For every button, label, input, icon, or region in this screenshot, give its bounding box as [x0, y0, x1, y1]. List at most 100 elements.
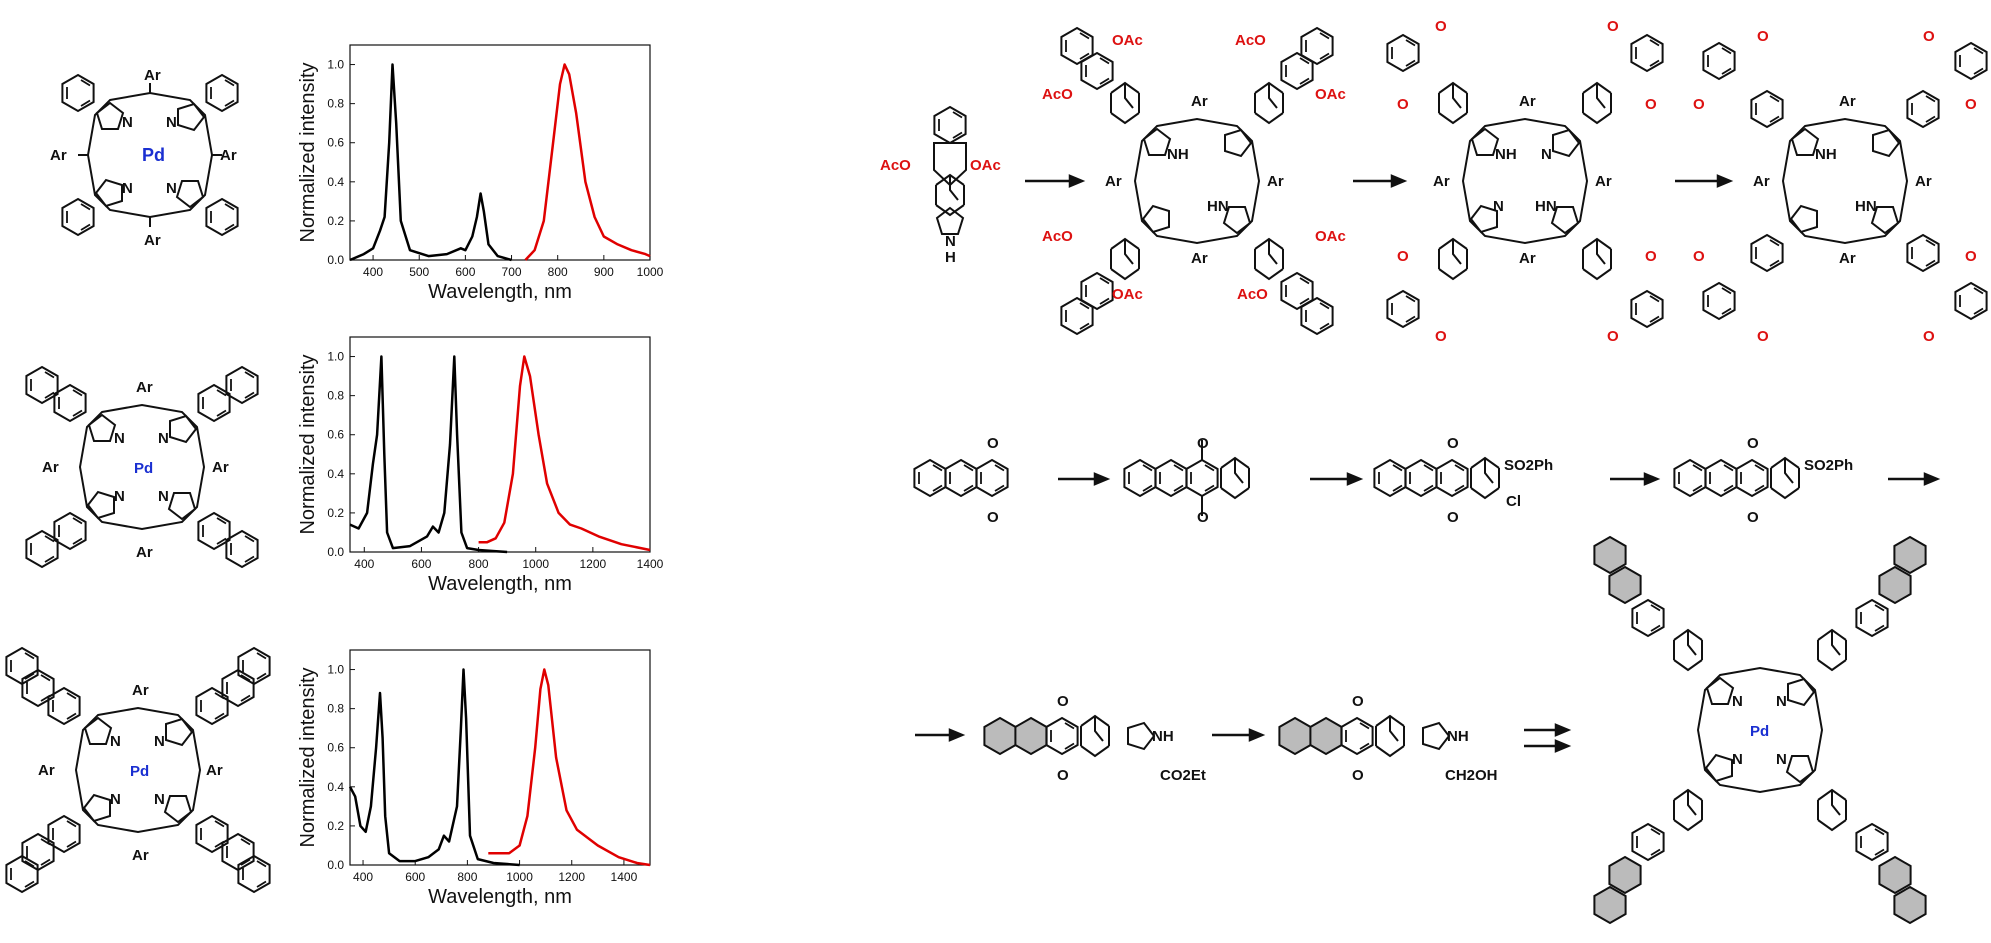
porphyrin-structure-2: Ar Ar Ar Ar Pd N N N N: [25, 366, 259, 568]
svg-text:O: O: [1747, 509, 1759, 526]
svg-text:O: O: [1757, 328, 1769, 345]
svg-text:O: O: [1447, 435, 1459, 452]
svg-text:HN: HN: [1855, 198, 1877, 215]
svg-text:Ar: Ar: [1433, 173, 1450, 190]
svg-text:N: N: [1541, 146, 1552, 163]
pyrrole-alcohol: O O NH CH2OH: [1278, 693, 1498, 784]
naphthoquinone: O O: [913, 435, 1009, 526]
svg-text:AcO: AcO: [1042, 228, 1073, 245]
svg-text:N: N: [1732, 693, 1743, 710]
dimethoxy-anthracene-adduct: O O: [1123, 435, 1250, 526]
y-tick-label: 0.2: [327, 214, 344, 228]
x-axis-title: Wavelength, nm: [428, 281, 572, 303]
svg-text:O: O: [1352, 693, 1364, 710]
plot-frame: [349, 44, 651, 261]
svg-text:Ar: Ar: [1753, 173, 1770, 190]
svg-text:O: O: [1435, 18, 1447, 35]
emission-line: [488, 668, 651, 867]
sulfonyl-alkene-adduct: O O SO2Ph: [1673, 435, 1853, 526]
svg-text:Pd: Pd: [130, 763, 149, 780]
svg-text:SO2Ph: SO2Ph: [1504, 457, 1553, 474]
svg-text:N: N: [110, 733, 121, 750]
emission-line: [478, 355, 651, 552]
svg-text:OAc: OAc: [1315, 86, 1346, 103]
y-tick-label: 1.0: [327, 58, 344, 72]
y-axis-title: Normalized intensity: [297, 354, 319, 534]
svg-text:O: O: [1607, 328, 1619, 345]
y-tick-label: 0.8: [327, 702, 344, 716]
y-tick-label: 0.2: [327, 506, 344, 520]
x-tick-label: 400: [353, 870, 373, 884]
y-tick-label: 0.6: [327, 741, 344, 755]
y-tick-label: 0.0: [327, 858, 344, 872]
x-tick-label: 1200: [580, 557, 607, 571]
svg-text:Ar: Ar: [206, 762, 223, 779]
svg-text:N: N: [158, 488, 169, 505]
svg-text:N: N: [122, 180, 133, 197]
plot-frame: [349, 336, 651, 553]
svg-text:O: O: [1645, 96, 1657, 113]
x-tick-label: 1400: [611, 870, 638, 884]
svg-text:O: O: [1747, 435, 1759, 452]
svg-text:Pd: Pd: [134, 460, 153, 477]
svg-text:Ar: Ar: [1519, 93, 1536, 110]
svg-text:Ar: Ar: [1595, 173, 1612, 190]
svg-text:O: O: [1965, 248, 1977, 265]
svg-text:N: N: [158, 430, 169, 447]
svg-text:O: O: [1923, 28, 1935, 45]
svg-text:O: O: [1693, 96, 1705, 113]
svg-text:H: H: [945, 249, 956, 266]
svg-text:O: O: [1645, 248, 1657, 265]
x-tick-label: 1000: [637, 265, 664, 279]
emission-line: [524, 63, 651, 261]
svg-text:Ar: Ar: [1105, 173, 1122, 190]
spectrum-chart-bottom: 0.0 0.2 0.4 0.6 0.8 1.0 400 600 800 1000 1200 1400 W…: [297, 649, 651, 908]
svg-text:N: N: [1732, 751, 1743, 768]
svg-text:O: O: [1447, 509, 1459, 526]
svg-text:N: N: [114, 430, 125, 447]
reactant-oac-pyrrole: AcO OAc N H: [880, 106, 1001, 266]
svg-text:Ar: Ar: [132, 847, 149, 864]
svg-text:N: N: [945, 233, 956, 250]
svg-text:O: O: [1197, 509, 1209, 526]
x-tick-label: 600: [411, 557, 431, 571]
svg-text:AcO: AcO: [1237, 286, 1268, 303]
svg-text:OAc: OAc: [1315, 228, 1346, 245]
svg-text:Ar: Ar: [1191, 93, 1208, 110]
ar-label: Ar: [220, 147, 237, 164]
svg-text:O: O: [1397, 248, 1409, 265]
svg-text:N: N: [166, 180, 177, 197]
svg-text:Ar: Ar: [42, 459, 59, 476]
spectrum-chart-middle: 0.0 0.2 0.4 0.6 0.8 1.0 400 600 800 1000 1200 1400 W…: [297, 336, 664, 595]
x-tick-label: 900: [594, 265, 614, 279]
y-tick-label: 0.6: [327, 136, 344, 150]
svg-text:Ar: Ar: [1267, 173, 1284, 190]
x-tick-label: 800: [457, 870, 477, 884]
svg-text:O: O: [1757, 28, 1769, 45]
y-tick-label: 0.4: [327, 175, 344, 189]
y-tick-label: 0.8: [327, 389, 344, 403]
svg-text:N: N: [1776, 751, 1787, 768]
x-tick-label: 800: [548, 265, 568, 279]
svg-text:O: O: [1397, 96, 1409, 113]
svg-text:CO2Et: CO2Et: [1160, 767, 1206, 784]
sulfonyl-chloride-adduct: O O SO2Ph Cl: [1373, 435, 1553, 526]
y-tick-label: 0.0: [327, 545, 344, 559]
svg-text:CH2OH: CH2OH: [1445, 767, 1498, 784]
x-tick-label: 1000: [506, 870, 533, 884]
svg-text:AcO: AcO: [880, 157, 911, 174]
x-tick-label: 400: [354, 557, 374, 571]
svg-text:Ar: Ar: [38, 762, 55, 779]
x-tick-label: 1400: [637, 557, 664, 571]
svg-text:Ar: Ar: [212, 459, 229, 476]
svg-text:Ar: Ar: [1519, 250, 1536, 267]
svg-text:O: O: [1965, 96, 1977, 113]
y-tick-label: 1.0: [327, 350, 344, 364]
final-pd-porphyrin: Pd N N N N: [1593, 536, 1927, 924]
svg-text:N: N: [1776, 693, 1787, 710]
ar-label: Ar: [50, 147, 67, 164]
svg-text:HN: HN: [1535, 198, 1557, 215]
svg-text:NH: NH: [1152, 728, 1174, 745]
y-tick-label: 0.4: [327, 780, 344, 794]
svg-text:O: O: [987, 435, 999, 452]
